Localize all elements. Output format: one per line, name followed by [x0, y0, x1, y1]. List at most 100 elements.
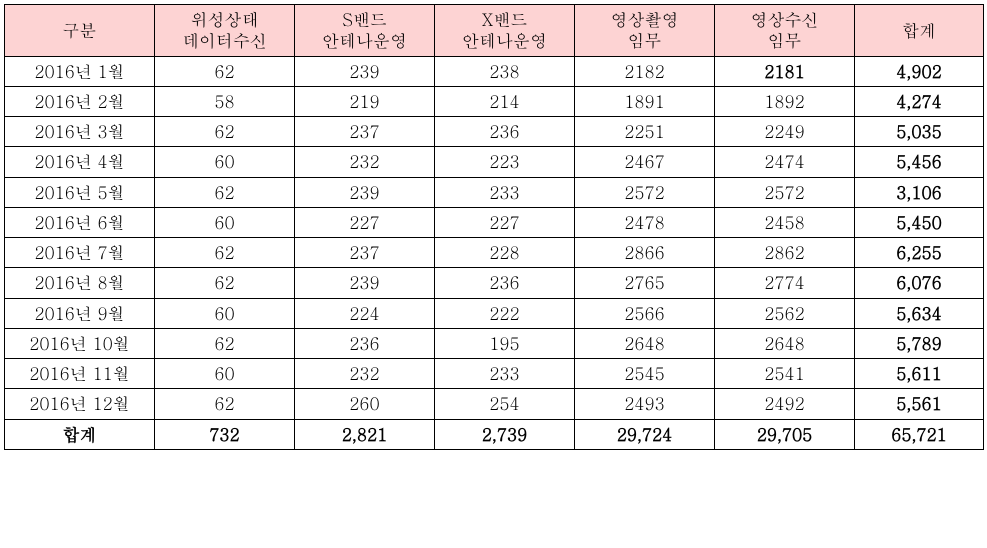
cell: 260: [295, 389, 435, 419]
cell: 232: [295, 147, 435, 177]
cell: 3,106: [855, 177, 984, 207]
row-label: 2016년 8월: [5, 268, 155, 298]
cell: 236: [295, 328, 435, 358]
cell: 237: [295, 238, 435, 268]
cell: 2541: [715, 359, 855, 389]
table-row-total: 합계7322,8212,73929,72429,70565,721: [5, 419, 984, 449]
table-row: 2016년 11월60232233254525415,611: [5, 359, 984, 389]
cell: 2648: [715, 328, 855, 358]
cell: 2249: [715, 117, 855, 147]
cell: 2474: [715, 147, 855, 177]
cell: 5,611: [855, 359, 984, 389]
row-label: 2016년 10월: [5, 328, 155, 358]
cell: 2478: [575, 207, 715, 237]
table-row: 2016년 5월62239233257225723,106: [5, 177, 984, 207]
cell: 223: [435, 147, 575, 177]
cell: 62: [155, 177, 295, 207]
cell: 239: [295, 268, 435, 298]
cell: 233: [435, 177, 575, 207]
cell: 238: [435, 56, 575, 86]
cell: 29,724: [575, 419, 715, 449]
data-table: 구분 위성상태데이터수신 S밴드안테나운영 X밴드안테나운영 영상촬영임무 영상…: [4, 4, 984, 450]
cell: 236: [435, 268, 575, 298]
cell: 233: [435, 359, 575, 389]
row-label: 2016년 3월: [5, 117, 155, 147]
cell: 2467: [575, 147, 715, 177]
cell: 227: [435, 207, 575, 237]
table-row: 2016년 2월58219214189118924,274: [5, 86, 984, 116]
table-body: 2016년 1월62239238218221814,9022016년 2월582…: [5, 56, 984, 449]
cell: 5,456: [855, 147, 984, 177]
table-row: 2016년 12월62260254249324925,561: [5, 389, 984, 419]
row-label: 합계: [5, 419, 155, 449]
cell: 1892: [715, 86, 855, 116]
table-header: 구분 위성상태데이터수신 S밴드안테나운영 X밴드안테나운영 영상촬영임무 영상…: [5, 5, 984, 57]
table-row: 2016년 9월60224222256625625,634: [5, 298, 984, 328]
cell: 62: [155, 238, 295, 268]
row-label: 2016년 7월: [5, 238, 155, 268]
cell: 2,739: [435, 419, 575, 449]
cell: 2,821: [295, 419, 435, 449]
cell: 224: [295, 298, 435, 328]
col-header: X밴드안테나운영: [435, 5, 575, 57]
table-row: 2016년 1월62239238218221814,902: [5, 56, 984, 86]
row-label: 2016년 2월: [5, 86, 155, 116]
cell: 6,076: [855, 268, 984, 298]
cell: 2181: [715, 56, 855, 86]
table-row: 2016년 6월60227227247824585,450: [5, 207, 984, 237]
cell: 62: [155, 117, 295, 147]
cell: 219: [295, 86, 435, 116]
cell: 5,789: [855, 328, 984, 358]
cell: 2493: [575, 389, 715, 419]
col-header: S밴드안테나운영: [295, 5, 435, 57]
cell: 62: [155, 268, 295, 298]
cell: 2562: [715, 298, 855, 328]
cell: 222: [435, 298, 575, 328]
cell: 4,274: [855, 86, 984, 116]
cell: 239: [295, 56, 435, 86]
row-label: 2016년 11월: [5, 359, 155, 389]
cell: 1891: [575, 86, 715, 116]
cell: 5,634: [855, 298, 984, 328]
cell: 62: [155, 389, 295, 419]
row-label: 2016년 1월: [5, 56, 155, 86]
cell: 5,035: [855, 117, 984, 147]
cell: 2866: [575, 238, 715, 268]
table-row: 2016년 4월60232223246724745,456: [5, 147, 984, 177]
col-header: 합계: [855, 5, 984, 57]
cell: 2572: [715, 177, 855, 207]
cell: 58: [155, 86, 295, 116]
cell: 2572: [575, 177, 715, 207]
col-header: 위성상태데이터수신: [155, 5, 295, 57]
row-label: 2016년 4월: [5, 147, 155, 177]
cell: 62: [155, 56, 295, 86]
cell: 5,561: [855, 389, 984, 419]
cell: 2862: [715, 238, 855, 268]
cell: 29,705: [715, 419, 855, 449]
col-header: 영상촬영임무: [575, 5, 715, 57]
cell: 60: [155, 359, 295, 389]
cell: 228: [435, 238, 575, 268]
cell: 732: [155, 419, 295, 449]
cell: 232: [295, 359, 435, 389]
cell: 2458: [715, 207, 855, 237]
table-row: 2016년 3월62237236225122495,035: [5, 117, 984, 147]
cell: 2251: [575, 117, 715, 147]
cell: 2765: [575, 268, 715, 298]
table-row: 2016년 10월62236195264826485,789: [5, 328, 984, 358]
cell: 2566: [575, 298, 715, 328]
cell: 2774: [715, 268, 855, 298]
cell: 60: [155, 298, 295, 328]
row-label: 2016년 12월: [5, 389, 155, 419]
cell: 195: [435, 328, 575, 358]
cell: 65,721: [855, 419, 984, 449]
col-header: 영상수신임무: [715, 5, 855, 57]
cell: 239: [295, 177, 435, 207]
cell: 214: [435, 86, 575, 116]
table-row: 2016년 8월62239236276527746,076: [5, 268, 984, 298]
cell: 237: [295, 117, 435, 147]
col-header: 구분: [5, 5, 155, 57]
cell: 2492: [715, 389, 855, 419]
cell: 254: [435, 389, 575, 419]
table-row: 2016년 7월62237228286628626,255: [5, 238, 984, 268]
